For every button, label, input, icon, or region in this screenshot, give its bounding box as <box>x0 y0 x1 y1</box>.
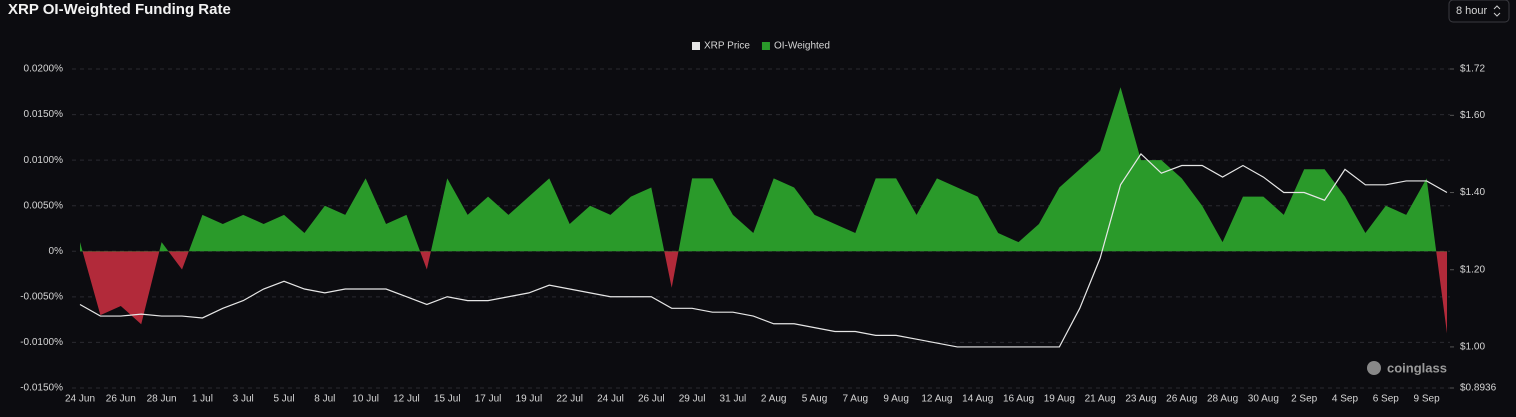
x-tick-label: 24 Jun <box>65 394 95 405</box>
x-tick-label: 12 Jul <box>393 394 420 405</box>
x-tick-label: 3 Jul <box>233 394 254 405</box>
x-tick-label: 29 Jul <box>679 394 706 405</box>
x-tick-label: 17 Jul <box>475 394 502 405</box>
x-tick-label: 23 Aug <box>1125 394 1156 405</box>
funding-area <box>80 87 1447 334</box>
y-tick-label: 0% <box>49 246 64 257</box>
x-tick-label: 9 Aug <box>883 394 909 405</box>
x-tick-label: 19 Jul <box>516 394 543 405</box>
x-tick-label: 22 Jul <box>556 394 583 405</box>
x-tick-label: 6 Sep <box>1373 394 1400 405</box>
x-tick-label: 12 Aug <box>921 394 952 405</box>
y2-tick-label: $1.72 <box>1460 64 1485 75</box>
y-tick-label: -0.0050% <box>20 291 63 302</box>
x-tick-label: 19 Aug <box>1044 394 1075 405</box>
y2-tick-label: $1.40 <box>1460 187 1485 198</box>
x-tick-label: 21 Aug <box>1085 394 1116 405</box>
y-tick-label: -0.0100% <box>20 337 63 348</box>
x-tick-label: 26 Jun <box>106 394 136 405</box>
selector-icon[interactable] <box>1493 5 1501 17</box>
x-tick-label: 8 Jul <box>314 394 335 405</box>
watermark-text: coinglass <box>1387 360 1447 375</box>
y-tick-label: 0.0100% <box>24 155 64 166</box>
x-tick-label: 2 Aug <box>761 394 787 405</box>
y2-tick-label: $1.60 <box>1460 110 1485 121</box>
x-tick-label: 5 Jul <box>273 394 294 405</box>
y-tick-label: 0.0200% <box>24 64 64 75</box>
interval-selector[interactable]: 8 hour <box>1448 0 1510 23</box>
x-tick-label: 24 Jul <box>597 394 624 405</box>
selector-box[interactable] <box>1448 0 1510 23</box>
x-tick-label: 16 Aug <box>1003 394 1034 405</box>
y-tick-label: -0.0150% <box>20 383 63 394</box>
legend-swatch <box>692 42 700 50</box>
price-line <box>79 152 1448 348</box>
watermark-logo <box>1367 361 1381 375</box>
x-tick-label: 5 Aug <box>802 394 828 405</box>
x-tick-label: 30 Aug <box>1248 394 1279 405</box>
legend-label: XRP Price <box>704 41 750 52</box>
legend-label: OI-Weighted <box>774 41 830 52</box>
y-tick-label: 0.0150% <box>24 109 64 120</box>
x-tick-label: 4 Sep <box>1332 394 1359 405</box>
y2-tick-label: $0.8936 <box>1460 383 1497 394</box>
x-tick-label: 28 Aug <box>1207 394 1238 405</box>
x-tick-label: 9 Sep <box>1414 394 1441 405</box>
x-tick-label: 26 Jul <box>638 394 665 405</box>
watermark: coinglass <box>1367 360 1447 375</box>
x-tick-label: 7 Aug <box>843 394 869 405</box>
x-tick-label: 31 Jul <box>720 394 747 405</box>
x-tick-label: 2 Sep <box>1291 394 1318 405</box>
y2-tick-label: $1.20 <box>1460 264 1485 275</box>
x-tick-label: 26 Aug <box>1166 394 1197 405</box>
y2-tick-label: $1.00 <box>1460 342 1485 353</box>
x-tick-label: 1 Jul <box>192 394 213 405</box>
x-tick-label: 15 Jul <box>434 394 461 405</box>
chart-title: XRP OI-Weighted Funding Rate <box>8 1 231 18</box>
y-tick-label: 0.0050% <box>24 200 64 211</box>
x-tick-label: 10 Jul <box>352 394 379 405</box>
selector-label[interactable]: 8 hour <box>1456 5 1488 17</box>
x-tick-label: 28 Jun <box>147 394 177 405</box>
x-tick-label: 14 Aug <box>962 394 993 405</box>
legend-swatch <box>761 42 770 50</box>
